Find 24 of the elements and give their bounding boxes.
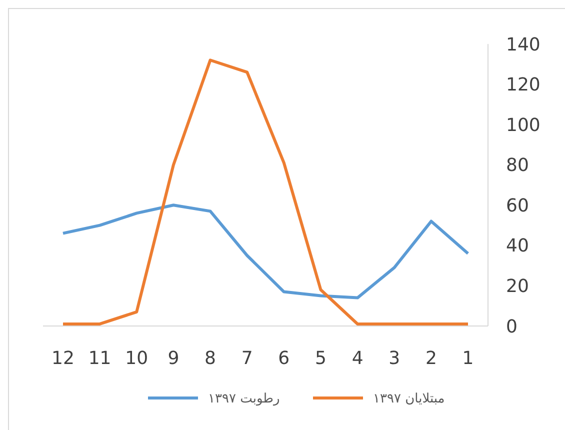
y-tick-label: 100 — [506, 114, 540, 136]
x-tick-label: 2 — [425, 348, 437, 369]
y-tick-label: 60 — [506, 195, 529, 216]
legend-label: رطوبت ۱۳۹۷ — [208, 392, 280, 407]
y-tick-label: 0 — [506, 316, 518, 338]
y-tick-label: 80 — [506, 155, 529, 176]
x-tick-label: 5 — [315, 348, 326, 369]
legend-label: مبتلایان ۱۳۹۷ — [373, 392, 445, 407]
x-tick-label: 12 — [52, 348, 74, 369]
x-tick-label: 3 — [388, 348, 400, 369]
x-tick-label: 11 — [88, 348, 112, 369]
y-tick-label: 40 — [506, 236, 529, 257]
x-tick-label: 10 — [125, 348, 148, 369]
line-series — [62, 58, 470, 326]
x-tick-label: 9 — [168, 348, 180, 369]
x-tick-label: 4 — [352, 348, 364, 369]
y-tick-label: 20 — [506, 276, 529, 298]
x-tick-label: 6 — [278, 348, 290, 369]
x-tick-label: 7 — [241, 348, 253, 369]
y-tick-label: 120 — [506, 74, 540, 96]
y-tick-label: 140 — [506, 34, 540, 56]
line-series — [62, 204, 470, 300]
x-tick-label: 8 — [204, 348, 216, 369]
x-tick-label: 1 — [462, 348, 474, 369]
